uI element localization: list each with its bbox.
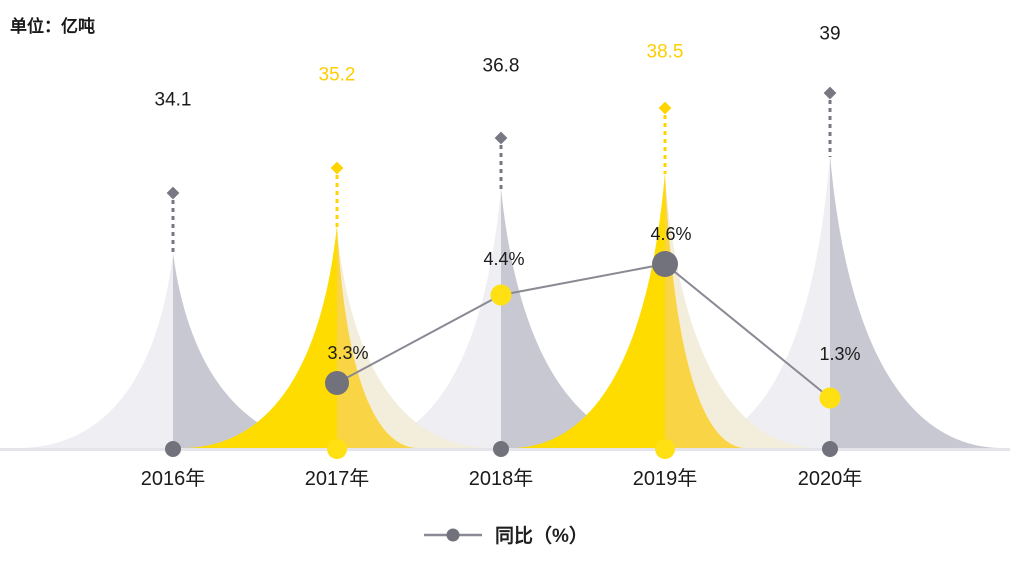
x-axis-label-2018: 2018年 [468, 468, 534, 490]
value-label-2017: 35.2 [318, 64, 356, 86]
yoy-marker-2020 [819, 387, 841, 409]
yoy-label-2020: 1.3% [819, 344, 861, 364]
value-label-2020: 39 [819, 23, 841, 45]
mountain-2019-right [665, 172, 745, 448]
yoy-line [336, 262, 831, 399]
value-label-2019: 38.5 [646, 41, 684, 63]
legend-line-marker-icon [424, 528, 483, 541]
baseline-dot-2019 [655, 439, 675, 459]
x-axis-label-2020: 2020年 [797, 468, 863, 490]
mountain-2018-left [349, 188, 501, 448]
unit-title: 单位：亿吨 [10, 17, 95, 36]
yoy-marker-2017 [325, 371, 349, 395]
yoy-marker-2018 [490, 284, 512, 306]
peak-diamond-icon-2020 [823, 86, 837, 100]
mountain-2019-left [513, 172, 665, 448]
baseline-dot-2018 [493, 441, 509, 457]
value-label-2016: 34.1 [154, 89, 192, 111]
mountain-2016-left [21, 253, 173, 448]
mountain-2017-left [185, 225, 337, 448]
peak-diamond-icon-2019 [658, 101, 672, 115]
x-axis-label-2017: 2017年 [304, 468, 370, 490]
yoy-label-2018: 4.4% [483, 249, 525, 269]
value-label-2018: 36.8 [482, 55, 520, 77]
mountain-2020-left [678, 155, 830, 448]
x-axis-label-2019: 2019年 [632, 468, 698, 490]
mountain-2020-right [830, 155, 1000, 448]
mountain-2019-cream-skirt [665, 178, 817, 448]
peak-diamond-icon-2017 [330, 161, 344, 175]
mountain-2018-right [501, 188, 671, 448]
yoy-label-2017: 3.3% [327, 343, 369, 363]
mountain-2017-cream-skirt [337, 231, 489, 448]
baseline-dot-2017 [327, 439, 347, 459]
baseline-dot-2016 [165, 441, 181, 457]
peak-diamond-icon-2018 [494, 131, 508, 145]
baseline-dot-2020 [822, 441, 838, 457]
legend: 同比（%） [0, 521, 1010, 548]
mountain-2016-right [173, 253, 343, 448]
yoy-label-2019: 4.6% [650, 224, 692, 244]
mountain-2017-right [337, 225, 417, 448]
x-axis-label-2016: 2016年 [140, 468, 206, 490]
yoy-marker-2019 [652, 251, 678, 277]
peak-diamond-icon-2016 [166, 186, 180, 200]
legend-label: 同比（%） [495, 526, 588, 547]
